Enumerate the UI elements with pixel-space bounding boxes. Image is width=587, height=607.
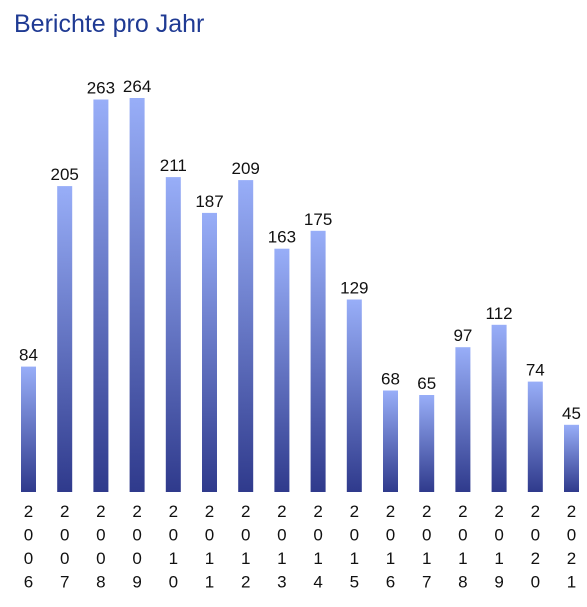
bar-2019 (491, 324, 507, 492)
bar-2018 (455, 347, 471, 492)
bar-2009 (129, 98, 145, 492)
bar-2012 (238, 180, 254, 492)
bar-2014 (310, 230, 326, 493)
bar-2020 (527, 381, 543, 492)
data-label-2019: 112 (486, 304, 513, 323)
data-label-2016: 68 (381, 370, 400, 389)
data-label-2013: 163 (268, 228, 296, 247)
data-label-2021: 45 (562, 404, 581, 423)
data-label-2012: 209 (232, 159, 260, 178)
data-label-2014: 175 (304, 210, 332, 229)
data-label-2015: 129 (340, 279, 368, 298)
data-label-2011: 187 (195, 192, 223, 211)
data-label-2017: 65 (417, 374, 436, 393)
data-label-2006: 84 (19, 346, 38, 365)
data-label-2009: 264 (123, 77, 151, 96)
chart-title: Berichte pro Jahr (14, 10, 205, 38)
bar-2017 (419, 395, 435, 492)
bar-2015 (346, 299, 362, 492)
bar-2021 (564, 424, 579, 492)
bar-2006 (21, 366, 36, 492)
bar-2013 (274, 248, 290, 492)
data-label-2010: 211 (160, 156, 187, 175)
bar-2011 (202, 212, 217, 492)
bar-2016 (383, 390, 398, 492)
bar-2008 (93, 99, 109, 492)
bar-2007 (57, 186, 73, 492)
data-label-2018: 97 (453, 326, 472, 345)
data-label-2007: 205 (51, 165, 79, 184)
data-label-2020: 74 (526, 361, 545, 380)
bar-2010 (165, 177, 181, 492)
data-label-2008: 263 (87, 79, 115, 98)
